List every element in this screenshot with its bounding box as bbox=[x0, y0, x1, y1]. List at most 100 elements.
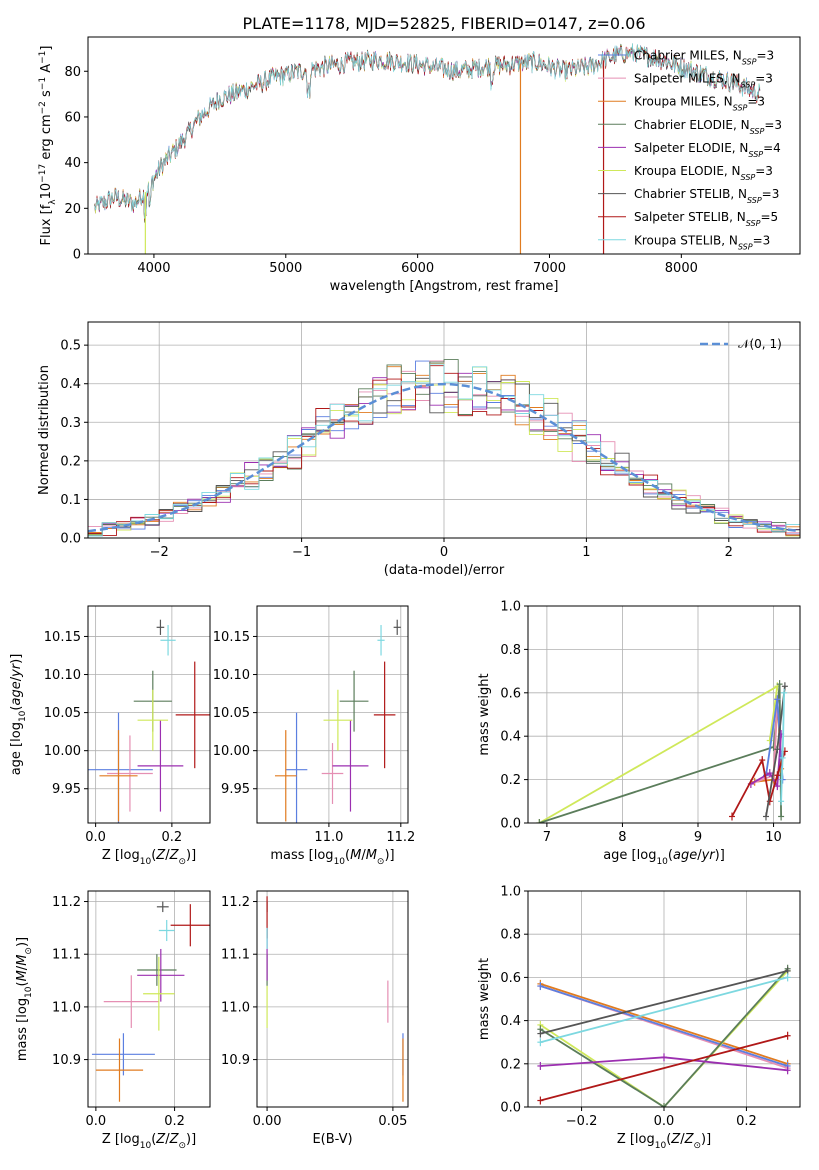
y-tick-label: 1.0 bbox=[500, 885, 521, 900]
x-tick-label: 4000 bbox=[137, 261, 170, 276]
point-kroupa-miles bbox=[99, 730, 138, 822]
y-tick-label: 10.15 bbox=[213, 630, 250, 645]
series-chabrier-miles bbox=[537, 982, 791, 1070]
weight-line bbox=[539, 970, 789, 1107]
y-tick-label: 0.8 bbox=[500, 928, 521, 943]
x-tick-label: 0.2 bbox=[164, 1114, 185, 1129]
legend-entry: Kroupa ELODIE, NSSP=3 bbox=[634, 164, 773, 182]
series-kroupa-stelib bbox=[778, 688, 788, 806]
y-tick-label: 11.0 bbox=[52, 1000, 81, 1015]
weight-line bbox=[750, 733, 782, 790]
x-tick-label: 8000 bbox=[665, 261, 698, 276]
plot-area bbox=[94, 43, 761, 254]
axes: 0.0 0.2 10.9 11.0 11.1 11.2 bbox=[52, 890, 211, 1129]
x-tick-label: 5000 bbox=[269, 261, 302, 276]
y-tick-label: 0.5 bbox=[60, 339, 81, 354]
gridlines bbox=[257, 891, 408, 1107]
y-tick-label: 10.05 bbox=[44, 706, 81, 721]
plot-area bbox=[91, 901, 210, 1102]
legend-entry: Chabrier STELIB, NSSP=3 bbox=[634, 187, 779, 205]
legend-entry: Chabrier MILES, NSSP=3 bbox=[634, 49, 774, 67]
residuals-legend: 𝒩(0, 1) bbox=[700, 337, 782, 351]
x-tick-label: −0.2 bbox=[566, 1114, 598, 1129]
y-tick-label: 11.2 bbox=[52, 895, 81, 910]
residual-histogram-kroupa-stelib bbox=[88, 363, 800, 538]
y-tick-label: 0.0 bbox=[500, 1101, 521, 1116]
y-tick-label: 0.2 bbox=[500, 1057, 521, 1072]
x-axis-label: wavelength [Angstrom, rest frame] bbox=[330, 279, 559, 294]
y-tick-label: 11.2 bbox=[221, 895, 250, 910]
x-axis-label: age [log10(age/yr)] bbox=[603, 848, 725, 867]
axes-frame bbox=[256, 890, 409, 1108]
series-kroupa-elodie bbox=[536, 682, 781, 823]
axes: −2 −1 0 1 2 0.0 0.1 0.2 0.3 0.4 0.5 bbox=[60, 321, 801, 560]
weight-line bbox=[540, 976, 788, 1044]
point-chabrier-stelib bbox=[156, 901, 169, 913]
point-salpeter-elodie bbox=[332, 720, 369, 812]
age-vs-metallicity-panel: 0.0 0.2 9.95 10.00 10.05 10.10 10.15 Z [log10(Z… bbox=[9, 605, 211, 867]
y-tick-label: 20 bbox=[64, 202, 81, 217]
legend-entry: Salpeter MILES, NSSP=3 bbox=[634, 72, 773, 90]
y-tick-label: 0.4 bbox=[60, 377, 81, 392]
x-tick-label: 11.2 bbox=[386, 830, 415, 845]
y-tick-label: 11.0 bbox=[221, 1000, 250, 1015]
y-tick-label: 10.00 bbox=[44, 744, 81, 759]
x-tick-label: 0 bbox=[440, 545, 448, 560]
y-tick-label: 10.9 bbox=[221, 1053, 250, 1068]
point-kroupa-stelib bbox=[377, 625, 385, 656]
x-tick-label: 8 bbox=[618, 830, 626, 845]
x-tick-label: 0.0 bbox=[86, 1114, 107, 1129]
plot-area bbox=[537, 964, 791, 1107]
x-tick-label: 0.0 bbox=[85, 830, 106, 845]
plot-area bbox=[88, 359, 800, 538]
weight-line bbox=[540, 985, 788, 1067]
weight-line bbox=[540, 970, 788, 1035]
y-axis-label: Flux [fλ10−17 erg cm−2 s−1 A−1] bbox=[38, 46, 58, 246]
point-chabrier-miles bbox=[285, 712, 308, 823]
y-axis-label: age [log10(age/yr)] bbox=[9, 654, 28, 776]
x-axis-label: E(B-V) bbox=[312, 1132, 352, 1147]
series-salpeter-stelib bbox=[729, 747, 788, 821]
axes-frame bbox=[87, 36, 801, 255]
x-tick-label: −1 bbox=[292, 545, 311, 560]
legend-entry: Kroupa STELIB, NSSP=3 bbox=[634, 233, 770, 251]
weight-line bbox=[538, 684, 779, 823]
x-tick-label: 0.00 bbox=[253, 1114, 282, 1129]
weight-vs-metallicity-panel: −0.2 0.0 0.2 0.0 0.2 0.4 0.6 0.8 1.0 Z [log10(Z/Z… bbox=[477, 885, 801, 1151]
x-axis-label: Z [log10(Z/Z⊙)] bbox=[102, 848, 196, 867]
y-tick-label: 0.1 bbox=[60, 493, 81, 508]
legend-entry: Kroupa MILES, NSSP=3 bbox=[634, 95, 765, 113]
series-salpeter-stelib bbox=[537, 1031, 791, 1105]
x-tick-label: 0.2 bbox=[162, 830, 183, 845]
axes: 11.0 11.2 9.95 10.00 10.05 10.10 10.15 bbox=[213, 605, 415, 845]
point-salpeter-stelib bbox=[175, 661, 210, 769]
y-axis-label: mass weight bbox=[477, 673, 492, 755]
x-tick-label: −2 bbox=[150, 545, 169, 560]
x-axis-label: Z [log10(Z/Z⊙)] bbox=[617, 1132, 711, 1151]
x-tick-label: 6000 bbox=[401, 261, 434, 276]
y-tick-label: 10.05 bbox=[213, 706, 250, 721]
y-tick-label: 40 bbox=[64, 156, 81, 171]
y-tick-label: 10.9 bbox=[52, 1053, 81, 1068]
gridlines bbox=[88, 606, 210, 823]
point-salpeter-miles bbox=[107, 735, 153, 812]
axes: 7 8 9 10 0.0 0.2 0.4 0.6 0.8 1.0 bbox=[500, 600, 801, 845]
age-vs-mass-panel: 11.0 11.2 9.95 10.00 10.05 10.10 10.15 mass [lo… bbox=[213, 605, 415, 867]
weight-line bbox=[540, 1034, 788, 1102]
y-tick-label: 10.10 bbox=[213, 668, 250, 683]
x-tick-label: 10 bbox=[765, 830, 782, 845]
weight-line bbox=[539, 968, 789, 1107]
y-tick-label: 0.0 bbox=[500, 817, 521, 832]
legend-entry: Salpeter ELODIE, NSSP=4 bbox=[634, 141, 781, 159]
point-chabrier-stelib bbox=[156, 619, 165, 635]
x-tick-label: 2 bbox=[725, 545, 733, 560]
axes-frame bbox=[256, 605, 409, 824]
legend-entry: 𝒩(0, 1) bbox=[738, 337, 782, 351]
plot-area bbox=[266, 896, 404, 1102]
plot-area bbox=[274, 619, 401, 823]
point-kroupa-elodie bbox=[137, 689, 169, 751]
point-salpeter-miles bbox=[103, 975, 159, 1028]
point-kroupa-miles bbox=[95, 1038, 144, 1102]
plot-area bbox=[536, 680, 788, 823]
